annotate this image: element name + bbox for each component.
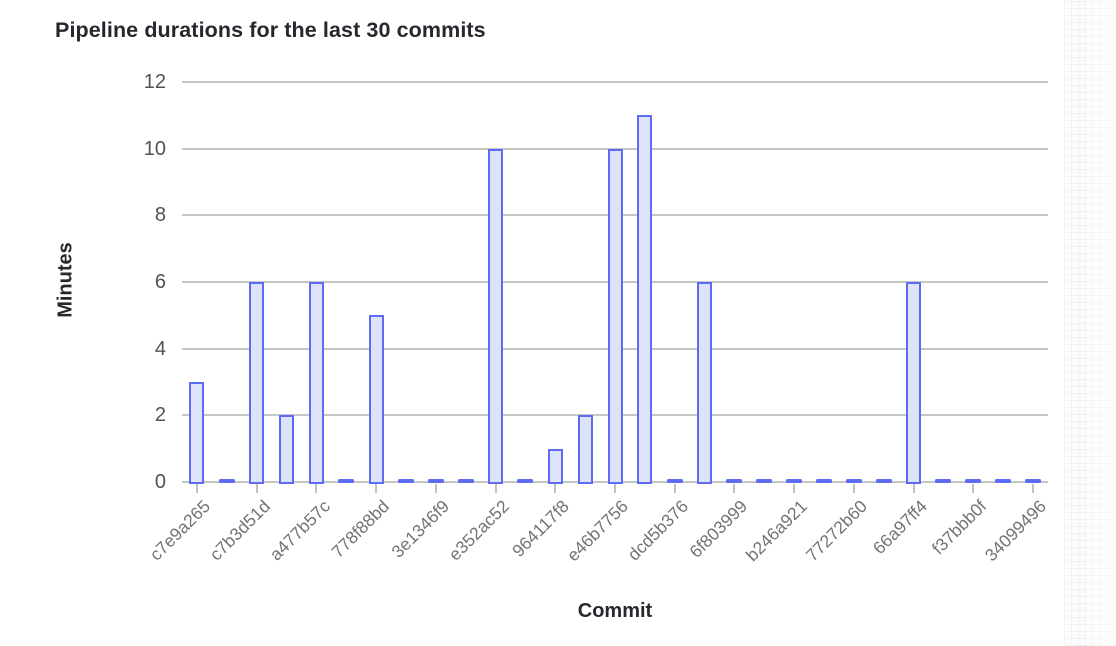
x-axis-tick	[852, 484, 855, 493]
x-axis-label: c7b3d51d	[205, 496, 274, 565]
bar-commit-duration[interactable]	[995, 479, 1012, 483]
bar-commit-duration[interactable]	[697, 282, 713, 484]
bar-commit-duration[interactable]	[1025, 479, 1042, 483]
bar-commit-duration[interactable]	[637, 115, 653, 484]
y-axis-label: 10	[143, 137, 166, 160]
bar-commit-duration[interactable]	[397, 479, 414, 483]
bar-commit-duration[interactable]	[338, 479, 355, 483]
bar-commit-duration[interactable]	[218, 479, 235, 483]
y-axis-label: 4	[154, 337, 166, 360]
x-axis-label: e352ac52	[444, 496, 513, 565]
bar-commit-duration[interactable]	[666, 479, 683, 483]
y-axis-label: 2	[154, 404, 166, 427]
bar-commit-duration[interactable]	[368, 315, 384, 484]
x-axis-label: 66a97ff4	[868, 496, 931, 559]
bar-commit-duration[interactable]	[249, 282, 265, 484]
bar-commit-duration[interactable]	[279, 415, 295, 484]
x-axis-label: dcd5b376	[623, 496, 692, 565]
bar-commit-duration[interactable]	[547, 448, 563, 484]
bar-commit-duration[interactable]	[816, 479, 833, 483]
x-axis-tick	[375, 484, 378, 493]
bar-commit-duration[interactable]	[845, 479, 862, 483]
x-axis-tick	[255, 484, 258, 493]
gridline	[182, 81, 1048, 83]
bar-commit-duration[interactable]	[308, 282, 324, 484]
x-axis-label: e46b7756	[562, 496, 633, 566]
y-axis-label: 6	[154, 271, 166, 293]
x-axis-tick	[614, 484, 616, 493]
bar-commit-duration[interactable]	[786, 479, 803, 483]
x-axis-label: 778f88bd	[327, 496, 394, 562]
x-axis-label: 77272b60	[801, 496, 872, 566]
bar-commit-duration[interactable]	[457, 479, 474, 483]
x-axis-label: b246a921	[742, 496, 812, 566]
x-axis-label: 3e1346f9	[387, 496, 453, 562]
bar-commit-duration[interactable]	[756, 479, 773, 483]
bar-commit-duration[interactable]	[427, 479, 444, 483]
x-axis-tick	[793, 484, 796, 493]
x-axis-tick	[554, 484, 557, 493]
x-axis-title: Commit	[577, 600, 653, 622]
y-axis-label: 8	[154, 204, 166, 227]
bar-commit-duration[interactable]	[577, 415, 593, 484]
bar-commit-duration[interactable]	[189, 382, 205, 484]
x-axis-tick	[494, 484, 497, 493]
page-background-strip	[1064, 0, 1116, 646]
y-axis-title: Minutes	[54, 242, 77, 318]
x-axis-tick	[1032, 484, 1035, 493]
x-axis-tick	[912, 484, 915, 493]
x-axis-label: 34099496	[981, 496, 1051, 566]
chart-title: Pipeline durations for the last 30 commi…	[55, 18, 486, 42]
x-axis-label: c7e9a265	[145, 496, 215, 565]
bar-commit-duration[interactable]	[935, 479, 952, 483]
bar-commit-duration[interactable]	[607, 148, 623, 484]
x-axis-tick	[195, 484, 198, 493]
bar-commit-duration[interactable]	[906, 282, 922, 484]
x-axis-tick	[315, 484, 318, 493]
x-axis-tick	[434, 484, 437, 493]
x-axis-label: a477b57c	[265, 496, 334, 565]
x-axis-tick	[733, 484, 736, 493]
bar-commit-duration[interactable]	[875, 479, 892, 483]
bar-commit-duration[interactable]	[517, 479, 534, 483]
bar-commit-duration[interactable]	[965, 479, 982, 483]
x-axis-tick	[673, 484, 676, 493]
y-axis-label: 0	[154, 471, 166, 493]
y-axis-label: 12	[143, 71, 166, 93]
x-axis-tick	[972, 484, 975, 493]
bar-commit-duration[interactable]	[488, 148, 504, 484]
bar-commit-duration[interactable]	[726, 479, 743, 483]
